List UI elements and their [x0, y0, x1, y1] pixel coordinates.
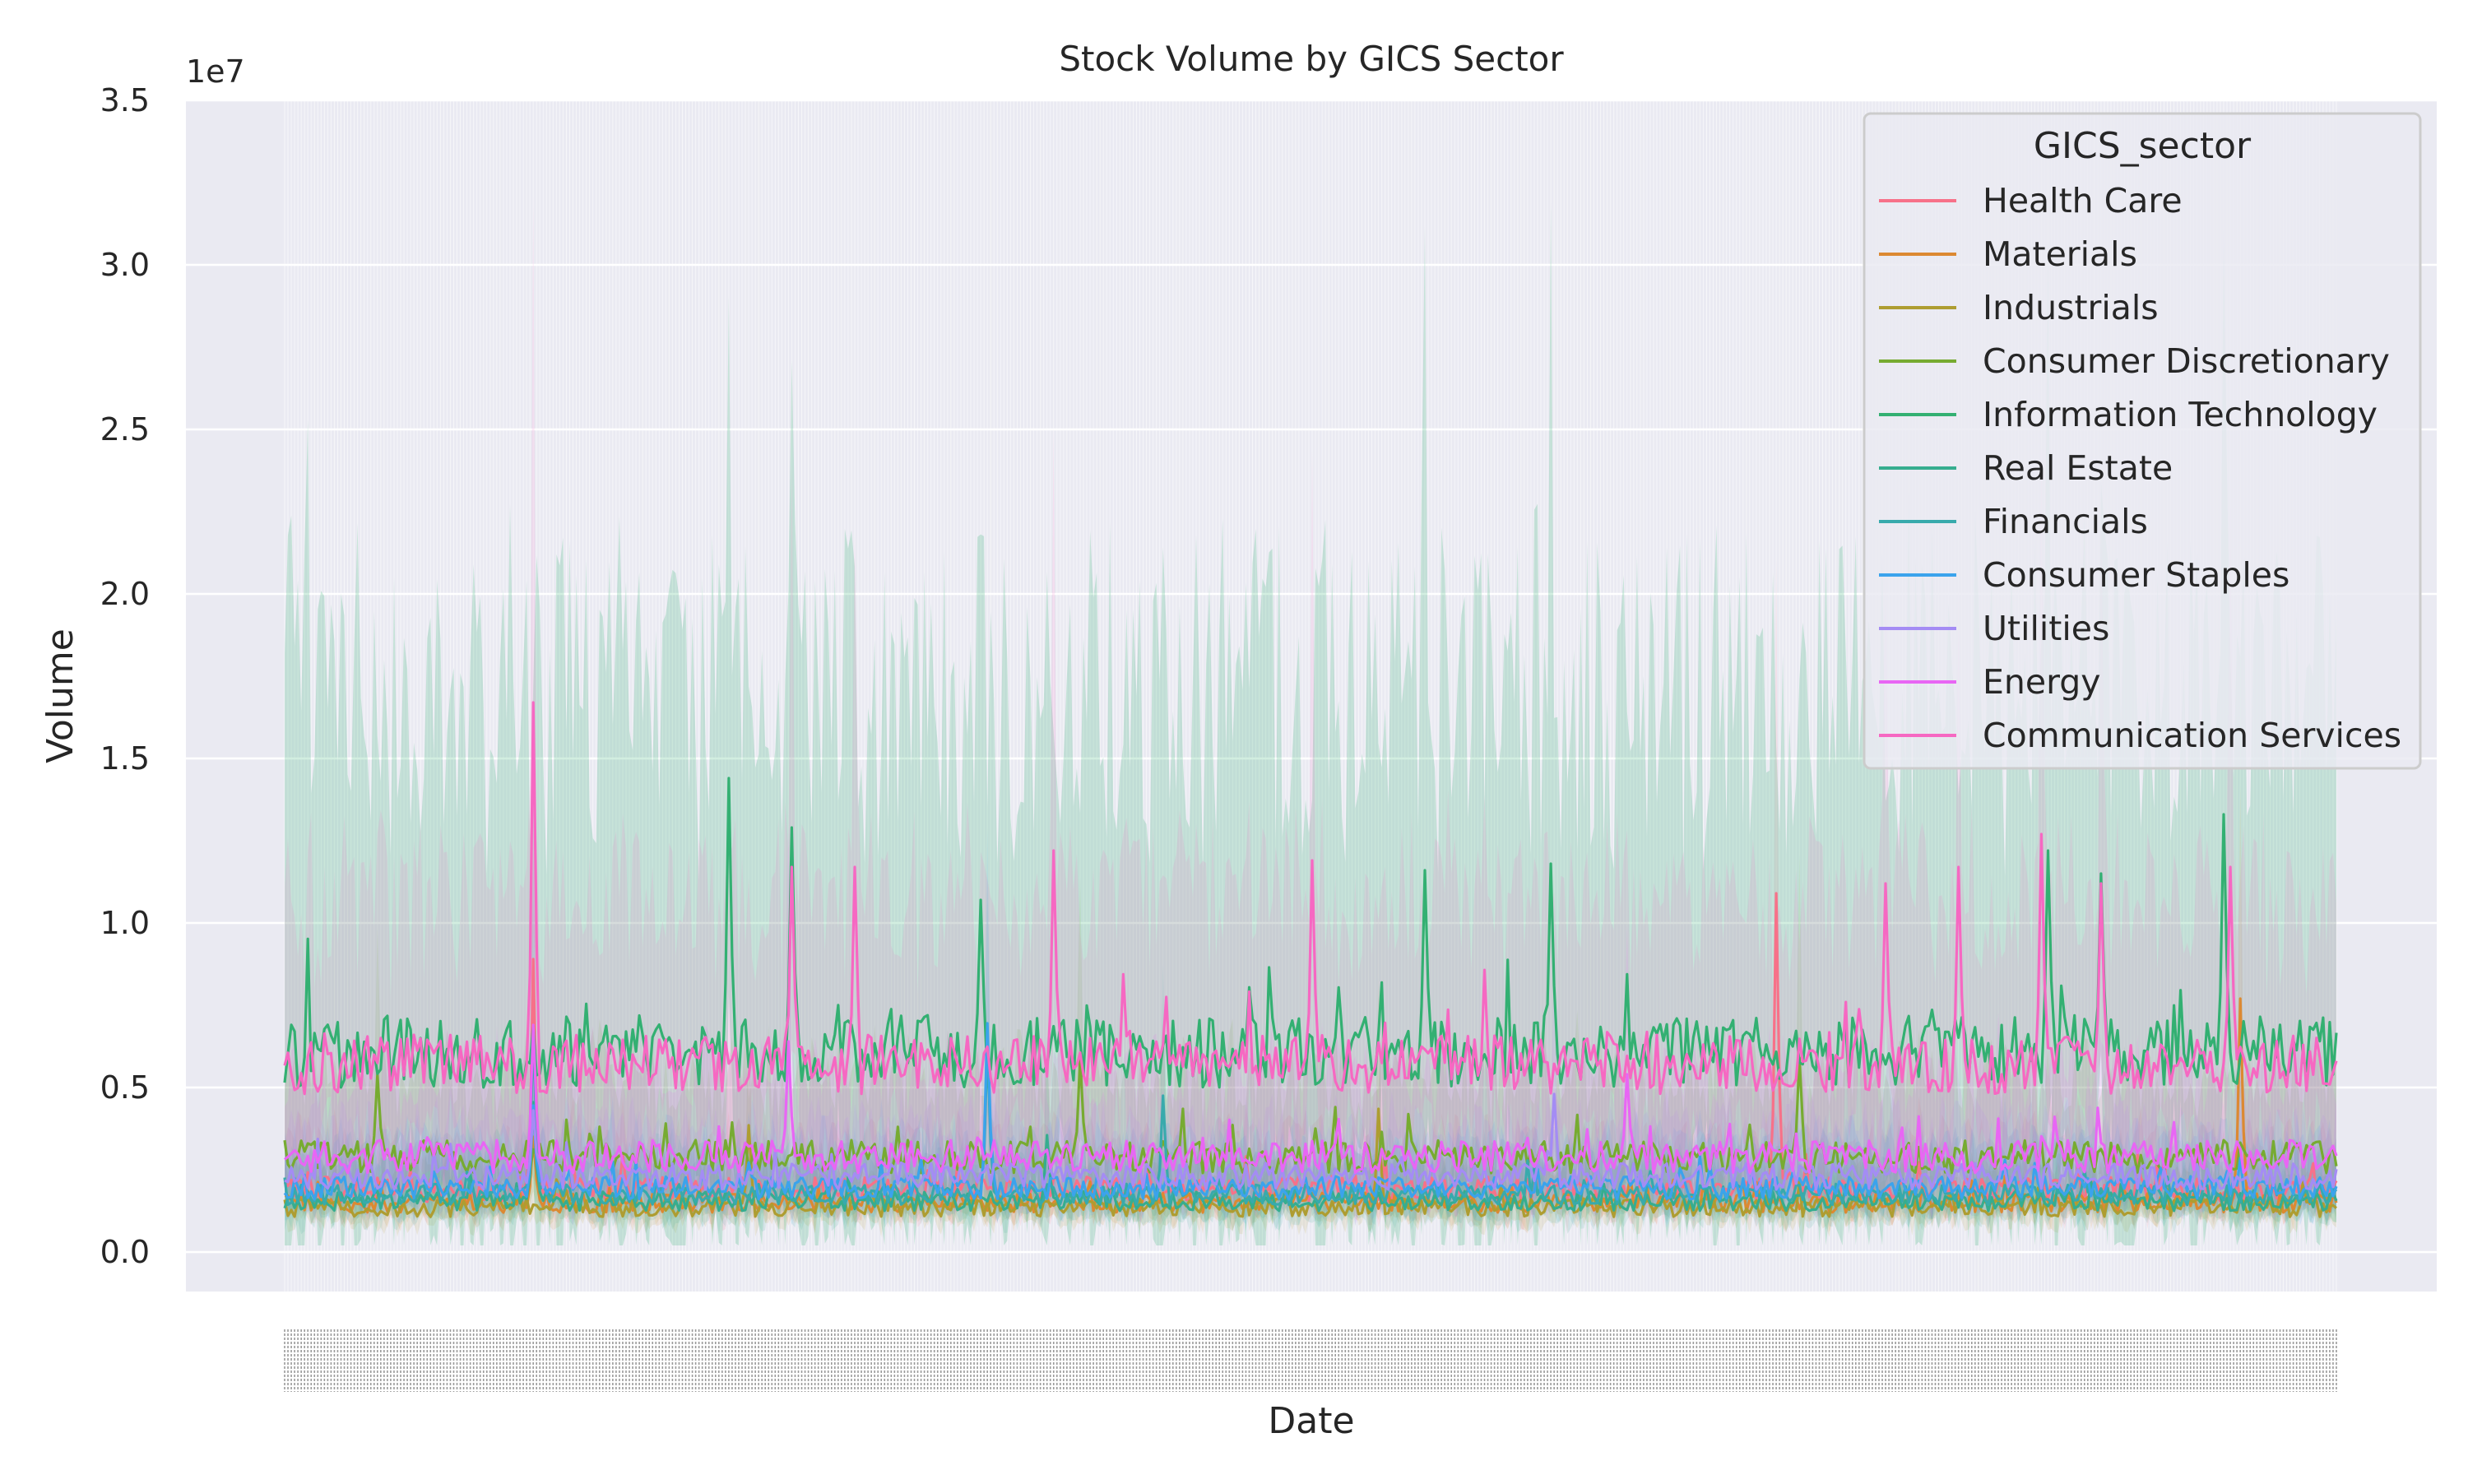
legend-label: Real Estate	[1983, 448, 2173, 488]
y-tick-label: 2.5	[100, 411, 150, 448]
legend-items: Health Care Materials Industrials Consumer …	[1879, 181, 2401, 755]
series-band	[285, 827, 2336, 1228]
series-line	[283, 701, 2338, 1096]
legend-label: Energy	[1983, 662, 2101, 702]
y-tick-label: 3.5	[100, 82, 150, 118]
legend-label: Materials	[1983, 234, 2137, 274]
y-tick-label: 1.0	[100, 905, 150, 941]
y-tick-label: 3.0	[100, 247, 150, 283]
y-tick-labels: 0.0 0.5 1.0 1.5 2.0 2.5 3.0 3.5	[100, 82, 150, 1270]
legend-title: GICS_sector	[2034, 125, 2252, 167]
series-band	[285, 852, 2336, 1232]
legend-box	[1863, 112, 2422, 770]
series-line	[283, 1022, 2338, 1201]
series-line	[284, 1023, 2338, 1175]
legend-label: Health Care	[1983, 181, 2183, 220]
y-tick-label: 2.0	[100, 576, 150, 612]
series-band	[285, 987, 2336, 1236]
legend: GICS_sector Health Care Materials Industri…	[1863, 112, 2422, 770]
series-lines	[283, 701, 2338, 1218]
series-line	[283, 777, 2338, 1089]
series-line	[284, 1092, 2338, 1191]
chart-title: Stock Volume by GICS Sector	[1059, 39, 1564, 79]
y-tick-label: 1.5	[100, 740, 150, 777]
series-band	[285, 852, 2336, 1224]
x-axis-label: Date	[1268, 1400, 1354, 1442]
legend-label: Industrials	[1983, 288, 2159, 327]
legend-label: Communication Services	[1983, 716, 2401, 755]
legend-label: Consumer Discretionary	[1983, 341, 2390, 381]
series-band	[285, 785, 2336, 1235]
legend-label: Financials	[1983, 502, 2148, 541]
series-band	[285, 798, 2336, 1227]
legend-label: Utilities	[1983, 609, 2109, 648]
legend-label: Information Technology	[1983, 395, 2378, 434]
y-tick-label: 0.0	[100, 1234, 150, 1270]
y-scale-label: 1e7	[186, 53, 245, 90]
y-tick-label: 0.5	[100, 1069, 150, 1106]
y-axis-label: Volume	[39, 628, 81, 763]
x-ticks	[284, 1329, 2337, 1392]
series-band	[285, 195, 2336, 1194]
legend-label: Consumer Staples	[1983, 555, 2289, 595]
series-band	[285, 202, 2336, 1246]
